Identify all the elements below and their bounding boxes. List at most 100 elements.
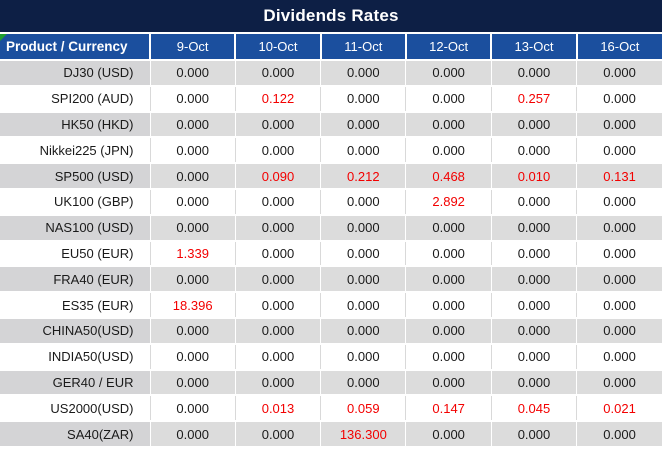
product-cell: SPI200 (AUD) bbox=[0, 85, 150, 113]
table-row: EU50 (EUR) 1.339 0.000 0.000 0.000 0.000 0.000 bbox=[0, 240, 662, 268]
table-row: ES35 (EUR) 18.396 0.000 0.000 0.000 0.000 0.00… bbox=[0, 292, 662, 319]
product-cell: EU50 (EUR) bbox=[0, 240, 150, 268]
rate-cell: 0.000 bbox=[490, 60, 577, 87]
rate-cell: 0.000 bbox=[234, 292, 321, 319]
rate-cell: 0.131 bbox=[576, 163, 662, 190]
rate-cell: 0.000 bbox=[320, 343, 406, 371]
table-row: US2000(USD) 0.000 0.013 0.059 0.147 0.045 0.02… bbox=[0, 395, 662, 423]
product-cell: HK50 (HKD) bbox=[0, 111, 150, 139]
rate-cell: 0.000 bbox=[490, 292, 577, 319]
rate-cell: 0.045 bbox=[490, 395, 577, 423]
table-row: Nikkei225 (JPN) 0.000 0.000 0.000 0.000 0.000… bbox=[0, 137, 662, 165]
rate-cell: 0.013 bbox=[234, 395, 321, 423]
rate-cell: 0.000 bbox=[149, 60, 236, 87]
rate-cell: 0.000 bbox=[405, 85, 492, 113]
rate-cell: 0.000 bbox=[234, 369, 321, 397]
rate-cell: 0.000 bbox=[576, 292, 662, 319]
cell-indicator-triangle-icon bbox=[0, 34, 7, 41]
col-header-date: 10-Oct bbox=[234, 34, 321, 61]
rate-cell: 0.000 bbox=[234, 137, 321, 165]
rate-cell: 0.000 bbox=[320, 85, 406, 113]
rate-cell: 0.000 bbox=[405, 137, 492, 165]
rate-cell: 0.000 bbox=[320, 317, 406, 345]
rate-cell: 0.000 bbox=[405, 343, 492, 371]
rate-cell: 0.000 bbox=[490, 266, 577, 294]
rate-cell: 0.000 bbox=[320, 292, 406, 319]
rate-cell: 0.000 bbox=[405, 292, 492, 319]
rate-cell: 0.000 bbox=[490, 137, 577, 165]
table-row: FRA40 (EUR) 0.000 0.000 0.000 0.000 0.000 0.00… bbox=[0, 266, 662, 294]
rate-cell: 0.000 bbox=[405, 266, 492, 294]
rate-cell: 0.000 bbox=[405, 240, 492, 268]
rate-cell: 0.257 bbox=[490, 85, 577, 113]
rate-cell: 0.000 bbox=[576, 266, 662, 294]
rate-cell: 1.339 bbox=[149, 240, 236, 268]
rate-cell: 0.000 bbox=[490, 317, 577, 345]
rate-cell: 0.000 bbox=[490, 343, 577, 371]
rate-cell: 0.000 bbox=[234, 317, 321, 345]
col-header-date: 16-Oct bbox=[575, 34, 662, 61]
rate-cell: 2.892 bbox=[405, 188, 492, 216]
table-row: INDIA50(USD) 0.000 0.000 0.000 0.000 0.000 0.0… bbox=[0, 343, 662, 371]
table-row: HK50 (HKD) 0.000 0.000 0.000 0.000 0.000 0.000 bbox=[0, 111, 662, 139]
rate-cell: 0.000 bbox=[234, 421, 321, 448]
rate-cell: 0.468 bbox=[405, 163, 492, 190]
table-row: SP500 (USD) 0.000 0.090 0.212 0.468 0.010 0.13… bbox=[0, 163, 662, 190]
rate-cell: 0.000 bbox=[320, 369, 406, 397]
page-title: Dividends Rates bbox=[263, 6, 399, 25]
col-header-product-currency: Product / Currency bbox=[0, 34, 150, 61]
rate-cell: 0.000 bbox=[576, 60, 662, 87]
rate-cell: 0.010 bbox=[490, 163, 577, 190]
rate-cell: 0.000 bbox=[320, 111, 406, 139]
rate-cell: 0.000 bbox=[320, 137, 406, 165]
rate-cell: 136.300 bbox=[320, 421, 406, 448]
rate-cell: 0.090 bbox=[234, 163, 321, 190]
product-cell: SP500 (USD) bbox=[0, 163, 150, 190]
table-row: SPI200 (AUD) 0.000 0.122 0.000 0.000 0.257 0.0… bbox=[0, 85, 662, 113]
rate-cell: 0.000 bbox=[149, 111, 236, 139]
rate-cell: 0.000 bbox=[405, 369, 492, 397]
rate-cell: 0.000 bbox=[149, 214, 236, 242]
rate-cell: 0.000 bbox=[576, 214, 662, 242]
title-bar: Dividends Rates bbox=[0, 0, 662, 32]
product-cell: SA40(ZAR) bbox=[0, 421, 150, 448]
table-row: GER40 / EUR 0.000 0.000 0.000 0.000 0.000 0.00… bbox=[0, 369, 662, 397]
rate-cell: 0.000 bbox=[490, 111, 577, 139]
rate-cell: 0.000 bbox=[576, 188, 662, 216]
rate-cell: 0.000 bbox=[320, 60, 406, 87]
product-cell: DJ30 (USD) bbox=[0, 60, 150, 87]
rate-cell: 0.000 bbox=[149, 266, 236, 294]
dividends-table: Product / Currency 9-Oct 10-Oct 11-Oct 12-Oc… bbox=[0, 34, 662, 448]
rate-cell: 0.000 bbox=[405, 421, 492, 448]
table-row: SA40(ZAR) 0.000 0.000 136.300 0.000 0.000 0.00… bbox=[0, 421, 662, 448]
col-header-date: 11-Oct bbox=[319, 34, 406, 61]
rate-cell: 0.000 bbox=[405, 60, 492, 87]
rate-cell: 0.000 bbox=[490, 369, 577, 397]
rate-cell: 0.000 bbox=[576, 343, 662, 371]
rate-cell: 0.000 bbox=[576, 240, 662, 268]
rate-cell: 0.000 bbox=[234, 266, 321, 294]
product-cell: NAS100 (USD) bbox=[0, 214, 150, 242]
rate-cell: 0.000 bbox=[149, 188, 236, 216]
product-cell: GER40 / EUR bbox=[0, 369, 150, 397]
rate-cell: 0.000 bbox=[576, 111, 662, 139]
rate-cell: 0.000 bbox=[234, 240, 321, 268]
rate-cell: 0.000 bbox=[576, 85, 662, 113]
col-header-date: 9-Oct bbox=[148, 34, 236, 61]
rate-cell: 0.000 bbox=[405, 214, 492, 242]
rate-cell: 0.000 bbox=[490, 188, 577, 216]
rate-cell: 0.000 bbox=[149, 163, 236, 190]
rate-cell: 0.000 bbox=[234, 188, 321, 216]
rate-cell: 0.000 bbox=[234, 343, 321, 371]
rate-cell: 0.000 bbox=[149, 85, 236, 113]
col-header-date: 13-Oct bbox=[490, 34, 577, 61]
table-row: CHINA50(USD) 0.000 0.000 0.000 0.000 0.000 0.0… bbox=[0, 317, 662, 345]
rate-cell: 0.021 bbox=[576, 395, 662, 423]
table-row: UK100 (GBP) 0.000 0.000 0.000 2.892 0.000 0.00… bbox=[0, 188, 662, 216]
rate-cell: 0.000 bbox=[576, 421, 662, 448]
product-cell: FRA40 (EUR) bbox=[0, 266, 150, 294]
table-row: DJ30 (USD) 0.000 0.000 0.000 0.000 0.000 0.000 bbox=[0, 60, 662, 87]
rate-cell: 0.000 bbox=[320, 266, 406, 294]
rate-cell: 0.000 bbox=[149, 343, 236, 371]
